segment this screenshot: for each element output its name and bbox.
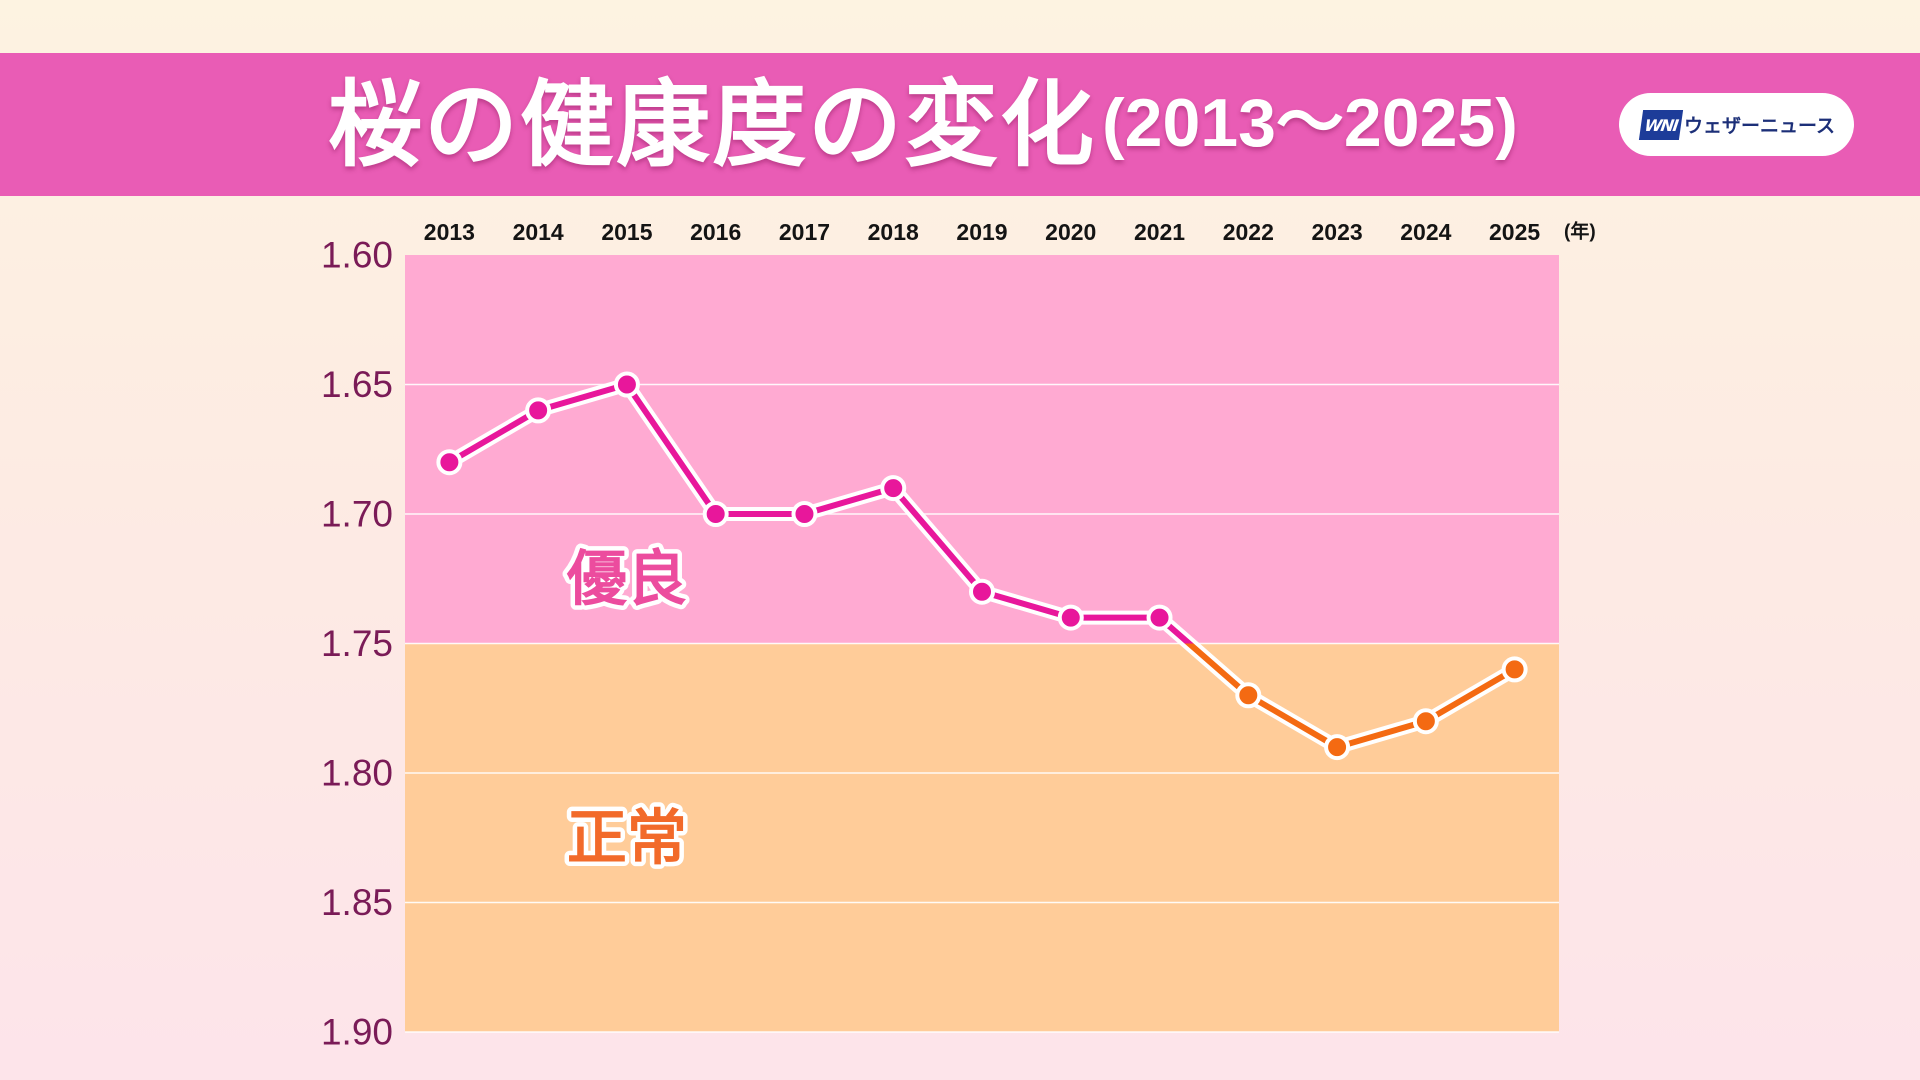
band-label-normal: 正常 xyxy=(567,804,687,871)
y-axis: 1.60 1.65 1.70 1.75 1.80 1.85 1.90 xyxy=(321,235,393,1053)
band-label-excellent: 優良 xyxy=(566,545,687,612)
gridlines-layer xyxy=(405,383,1559,1033)
data-point-2023 xyxy=(1324,734,1351,761)
x-tick-label-2020: 2020 xyxy=(1045,219,1096,245)
data-point-2018 xyxy=(880,475,907,502)
y-tick-label: 1.85 xyxy=(321,882,393,923)
band-normal xyxy=(405,643,1559,1032)
x-tick-label-2024: 2024 xyxy=(1400,219,1451,245)
x-axis: 2013 2014 2015 2016 2017 2018 2019 2020 2021 2022… xyxy=(424,219,1596,245)
data-point-2014 xyxy=(525,397,552,424)
title-year-range: (2013〜2025) xyxy=(1102,84,1518,161)
page-title: 桜の健康度の変化 (2013〜2025) xyxy=(328,53,1518,196)
data-point-2013 xyxy=(436,449,463,476)
data-point-2019 xyxy=(969,578,995,605)
data-point-2024 xyxy=(1412,708,1439,735)
data-point-2025 xyxy=(1501,656,1528,683)
weathernews-logo: WNI ウェザーニュース xyxy=(1619,93,1854,156)
data-points xyxy=(436,371,1528,761)
bands-layer xyxy=(405,255,1559,1032)
data-point-2020 xyxy=(1057,604,1084,631)
data-point-2022 xyxy=(1235,682,1262,709)
data-point-2021 xyxy=(1146,604,1173,631)
y-tick-label: 1.90 xyxy=(321,1012,393,1053)
x-tick-label-2018: 2018 xyxy=(868,219,919,245)
logo-text: ウェザーニュース xyxy=(1684,116,1836,137)
title-bar: 桜の健康度の変化 (2013〜2025) WNI ウェザーニュース xyxy=(0,53,1920,196)
x-tick-label-2025: 2025 xyxy=(1489,219,1540,245)
x-tick-label-2015: 2015 xyxy=(601,219,652,245)
data-point-2016 xyxy=(702,501,729,527)
title-main: 桜の健康度の変化 xyxy=(328,71,1097,177)
x-axis-unit: (年) xyxy=(1564,220,1596,243)
data-point-2017 xyxy=(791,501,818,527)
x-tick-label-2016: 2016 xyxy=(690,219,741,245)
x-tick-label-2021: 2021 xyxy=(1134,219,1185,245)
y-tick-label: 1.60 xyxy=(321,235,393,276)
y-tick-label: 1.80 xyxy=(321,753,393,794)
y-tick-label: 1.70 xyxy=(321,494,393,535)
x-tick-label-2019: 2019 xyxy=(956,219,1007,245)
x-tick-label-2014: 2014 xyxy=(513,219,564,245)
x-tick-label-2023: 2023 xyxy=(1311,219,1362,245)
x-tick-label-2017: 2017 xyxy=(779,219,830,245)
y-tick-label: 1.65 xyxy=(321,364,393,405)
data-point-2015 xyxy=(613,371,640,398)
x-tick-label-2013: 2013 xyxy=(424,219,475,245)
y-tick-label: 1.75 xyxy=(321,623,393,664)
x-tick-label-2022: 2022 xyxy=(1223,219,1274,245)
wni-logo-mark: WNI xyxy=(1638,109,1684,140)
